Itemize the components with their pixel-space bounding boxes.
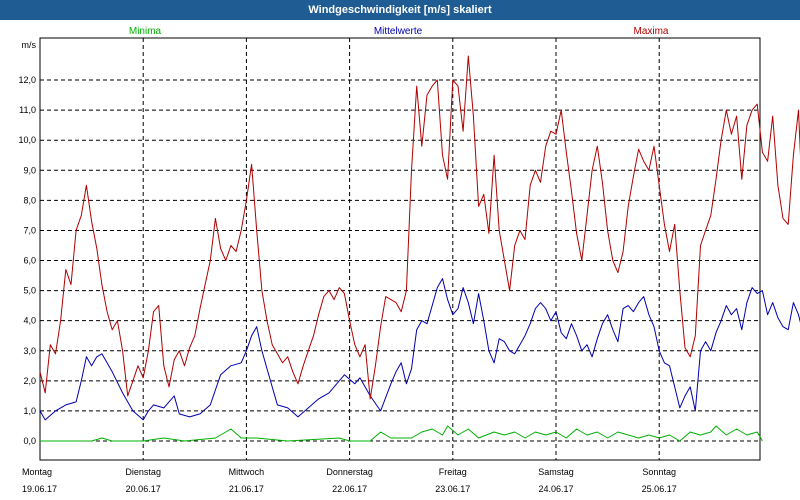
y-tick-label: 9,0: [23, 165, 36, 175]
x-date-label: 22.06.17: [332, 484, 367, 494]
y-tick-label: 10,0: [18, 135, 36, 145]
x-day-label: Sonntag: [642, 467, 676, 477]
x-date-label: 24.06.17: [538, 484, 573, 494]
x-date-label: 19.06.17: [22, 484, 57, 494]
x-day-label: Donnerstag: [326, 467, 373, 477]
y-tick-label: 1,0: [23, 406, 36, 416]
x-date-label: 23.06.17: [435, 484, 470, 494]
y-tick-label: 7,0: [23, 225, 36, 235]
y-tick-label: 5,0: [23, 286, 36, 296]
plot-area: [39, 37, 761, 461]
wind-speed-chart: 0,0 1,0 2,0 3,0 4,0 5,0 6,0 7,0 8,0 9,0 10,0 11,0 12…: [18, 26, 800, 494]
x-date-label: 20.06.17: [126, 484, 161, 494]
y-axis-unit: m/s: [22, 40, 37, 50]
x-day-label: Dienstag: [125, 467, 161, 477]
x-day-label: Samstag: [538, 467, 574, 477]
x-day-label: Mittwoch: [229, 467, 265, 477]
x-date-label: 21.06.17: [229, 484, 264, 494]
series-line-maxima: [39, 55, 800, 400]
window-title: Windgeschwindigkeit [m/s] skaliert: [0, 0, 800, 20]
y-tick-label: 0,0: [23, 436, 36, 446]
x-date-label: 25.06.17: [642, 484, 677, 494]
series-line-mittelwerte: [39, 278, 800, 421]
y-tick-label: 12,0: [18, 75, 36, 85]
x-day-label: Montag: [22, 467, 52, 477]
y-tick-label: 4,0: [23, 316, 36, 326]
y-tick-label: 11,0: [19, 105, 36, 115]
series-line-minima: [40, 425, 763, 442]
y-tick-label: 8,0: [23, 195, 36, 205]
y-tick-label: 3,0: [23, 346, 36, 356]
legend-maxima: Maxima: [633, 26, 668, 37]
x-day-label: Freitag: [439, 467, 467, 477]
legend-mittelwerte: Mittelwerte: [374, 26, 423, 37]
y-tick-label: 6,0: [23, 256, 36, 266]
legend-minima: Minima: [129, 26, 162, 37]
y-tick-label: 2,0: [23, 376, 36, 386]
